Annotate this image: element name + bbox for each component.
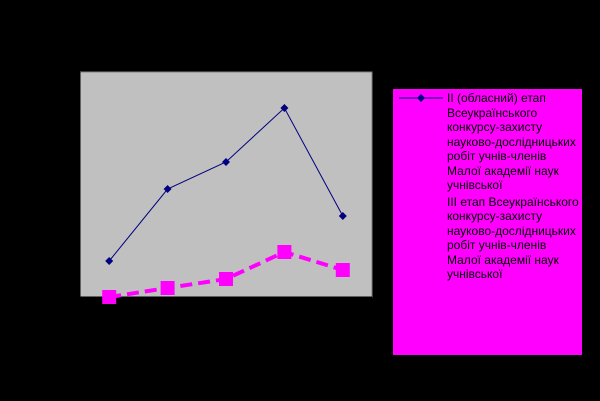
point bbox=[222, 158, 230, 166]
x-tick-label: 2009- bbox=[326, 306, 359, 321]
y-tick-label: 20 bbox=[58, 108, 72, 123]
x-tick-label: 2008- bbox=[268, 306, 301, 321]
y-tick-label: 5 bbox=[65, 243, 72, 258]
y-axis-title: кількість bbox=[15, 155, 30, 213]
y-tick-label: 0 bbox=[65, 288, 72, 303]
point bbox=[219, 272, 233, 286]
y-tick-label: 10 bbox=[58, 198, 72, 213]
point bbox=[280, 104, 289, 112]
x-tick-label: н.р. bbox=[157, 342, 179, 357]
x-tick-label: н.р. bbox=[274, 342, 296, 357]
x-tick-label: 2009 bbox=[270, 324, 299, 339]
legend-marker bbox=[417, 94, 425, 102]
legend-key bbox=[399, 199, 443, 204]
x-tick-label: н.р. bbox=[332, 342, 354, 357]
point bbox=[277, 245, 292, 259]
x-tick-label: н.р. bbox=[215, 342, 237, 357]
point bbox=[163, 185, 172, 193]
x-tick-label: 2007- bbox=[209, 306, 242, 321]
x-tick-label: 2007 bbox=[153, 324, 182, 339]
x-axis-title: рік bbox=[287, 364, 306, 379]
plot-area bbox=[79, 71, 373, 298]
legend-label: ІІ (обласний) етап Всеукраїнського конку… bbox=[447, 91, 576, 192]
legend-key bbox=[399, 94, 443, 102]
x-tick-label: 2006 bbox=[95, 324, 124, 339]
x-tick-label: 2005- bbox=[93, 306, 126, 321]
point bbox=[102, 290, 117, 304]
x-tick-label: н.р. bbox=[98, 342, 120, 357]
point bbox=[338, 212, 347, 220]
legend-entry: ІІ (обласний) етап Всеукраїнського конку… bbox=[393, 89, 582, 193]
point bbox=[335, 263, 350, 277]
legend: ІІ (обласний) етап Всеукраїнського конку… bbox=[392, 88, 583, 356]
x-tick-label: 2006- bbox=[151, 306, 184, 321]
y-tick-label: 25 bbox=[58, 63, 72, 78]
legend-label: ІІІ етап Всеукраїнського конкурсу-захист… bbox=[447, 194, 579, 282]
chart-title: Переможці МАН bbox=[241, 18, 360, 35]
x-tick-label: 2010 bbox=[328, 324, 357, 339]
point bbox=[160, 281, 175, 295]
x-tick-label: 2008 bbox=[212, 324, 241, 339]
point bbox=[105, 257, 114, 265]
y-tick-label: 15 bbox=[58, 153, 72, 168]
legend-entry: ІІІ етап Всеукраїнського конкурсу-захист… bbox=[393, 193, 582, 282]
